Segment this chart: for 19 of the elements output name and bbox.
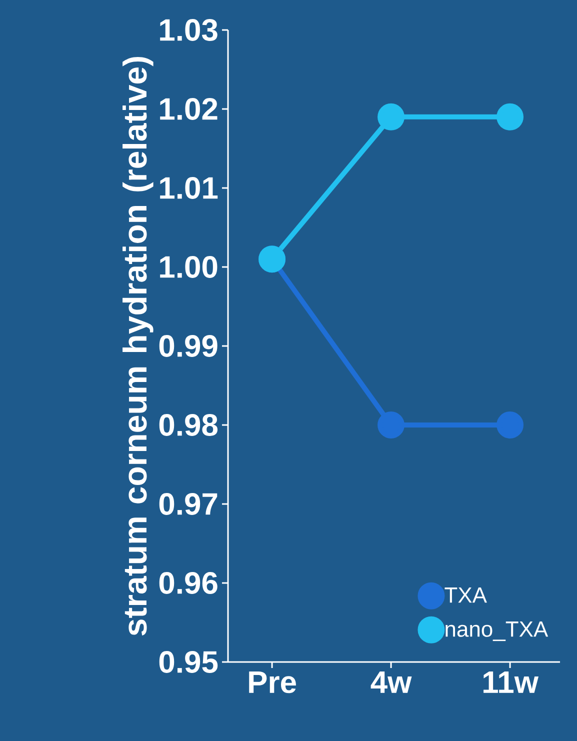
- x-tick-label: Pre: [249, 672, 296, 694]
- x-tick-label: 11w: [484, 672, 539, 693]
- y-tick-label: 0.97: [159, 493, 218, 515]
- y-tick-label: 0.98: [159, 414, 218, 436]
- y-tick-label: 1.03: [160, 19, 218, 41]
- legend-label: TXA: [444, 588, 487, 603]
- y-tick-label: 0.96: [159, 572, 218, 594]
- point: [378, 412, 405, 438]
- y-tick-label: 1.02: [160, 98, 218, 120]
- y-tick-label: 1.01: [160, 177, 218, 199]
- x-tick-label: 4w: [370, 672, 412, 693]
- point: [496, 103, 524, 130]
- point: [378, 103, 405, 130]
- legend-label: nano_TXA: [446, 622, 548, 642]
- point: [496, 412, 524, 438]
- y-tick-label: 0.99: [159, 335, 218, 357]
- y-axis-title: stratum corneum hydration (relative): [122, 57, 154, 636]
- y-tick-label: 0.95: [159, 651, 218, 673]
- y-tick-label: 1.00: [160, 256, 218, 278]
